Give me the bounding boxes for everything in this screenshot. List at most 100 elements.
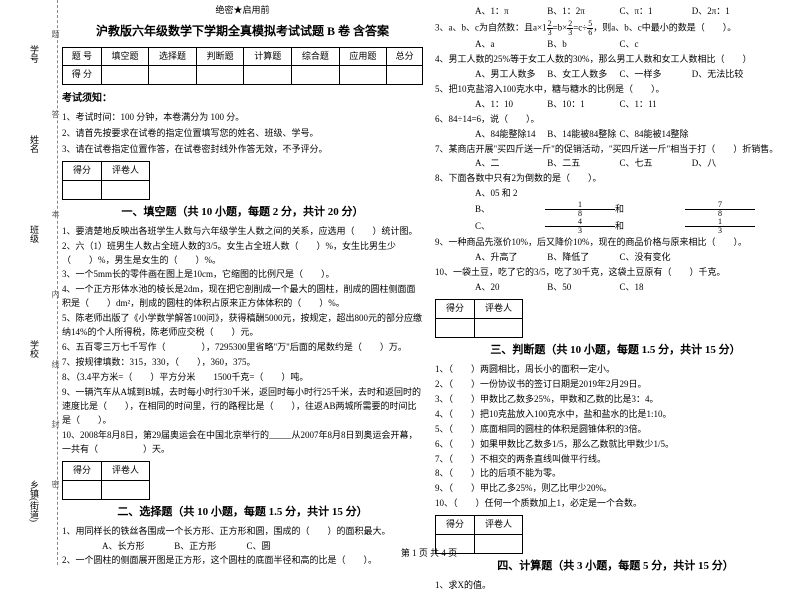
opt: B、14能被84整除 <box>547 128 617 142</box>
options: A、a B、b C、c <box>435 38 796 52</box>
seal-char: 封 <box>50 420 61 428</box>
question: 2、六（1）班男生人数占全班人数的3/5。女生占全班人数（ ）%，女生比男生少（… <box>62 240 423 268</box>
opt: D、2π：1 <box>692 5 762 19</box>
td: 评卷人 <box>102 461 150 480</box>
question: 6、（ ）如果甲数比乙数多1/5，那么乙数就比甲数少1/5。 <box>435 438 796 452</box>
question: 5、把10克盐溶入100克水中，糖与糖水的比例是（ ）。 <box>435 83 796 97</box>
opt: A、84能整除14 <box>475 128 545 142</box>
page-body: 绝密★启用前 沪教版六年级数学下学期全真模拟考试试题 B 卷 含答案 题 号 填… <box>62 4 796 561</box>
opt: D、无法比较 <box>692 68 762 82</box>
question: 4、男工人数的25%等于女工人数的30%，那么男工人数和女工人数相比（ ） <box>435 53 796 67</box>
seal-char: 答 <box>50 110 61 118</box>
section-heading: 二、选择题（共 10 小题，每题 1.5 分，共计 15 分） <box>62 504 423 521</box>
v-label: 学校 <box>28 340 41 358</box>
opt: A、升高了 <box>475 251 545 265</box>
question: 10、一袋土豆，吃了它的3/5，吃了30千克，这袋土豆原有（ ）千克。 <box>435 266 796 280</box>
td: 得分 <box>63 461 102 480</box>
th: 填空题 <box>101 47 149 66</box>
th: 计算题 <box>244 47 292 66</box>
notice-item: 1、考试时间：100 分钟，本卷满分为 100 分。 <box>62 111 423 125</box>
notice-item: 3、请在试卷指定位置作答，在试卷密封线外作答无效，不予评分。 <box>62 143 423 157</box>
question: 7、某商店开展"买四斤送一斤"的促销活动，"买四斤送一斤"相当于打（ ）折销售。 <box>435 143 796 157</box>
td: 得 分 <box>63 66 102 85</box>
opt: B、1：2π <box>547 5 617 19</box>
question: 2、（ ）一份协议书的签订日期是2019年2月29日。 <box>435 378 796 392</box>
opt: C、1：11 <box>620 98 690 112</box>
opt: C、没有变化 <box>620 251 690 265</box>
options: A、20 B、50 C、18 <box>435 281 796 295</box>
th: 题 号 <box>63 47 102 66</box>
opt: B、10：1 <box>547 98 617 112</box>
options: A、二 B、二五 C、七五 D、八 <box>435 157 796 171</box>
td: 得分 <box>63 161 102 180</box>
question: 3、a、b、c为自然数：且a×123=b×23=c÷56，则a、b、c中最小的数… <box>435 20 796 37</box>
opt: B、b <box>547 38 617 52</box>
options: A、升高了 B、降低了 C、没有变化 <box>435 251 796 265</box>
opt: A、男工人数多 <box>475 68 545 82</box>
opt: C、一样多 <box>620 68 690 82</box>
question: 10、2008年8月8日，第29届奥运会在中国北京举行的_____从2007年8… <box>62 429 423 457</box>
question: 1、求X的值。 <box>435 579 796 593</box>
td: 得分 <box>436 300 475 319</box>
question: 7、按规律填数：315，330，（ ），360，375。 <box>62 356 423 370</box>
opt: A、a <box>475 38 545 52</box>
opt: D、八 <box>692 157 762 171</box>
opt: A、1：10 <box>475 98 545 112</box>
options: A、男工人数多 B、女工人数多 C、一样多 D、无法比较 <box>435 68 796 82</box>
th: 判断题 <box>196 47 244 66</box>
binding-strip: 学号 姓名 班级 学校 乡镇(街道) 题 答 本 内 线 封 密 <box>8 0 58 565</box>
seal-char: 题 <box>50 30 61 38</box>
v-label: 乡镇(街道) <box>28 480 41 522</box>
opt: C、84能被14整除 <box>620 128 690 142</box>
td: 评卷人 <box>475 300 523 319</box>
question: 6、84÷14=6，说（ ）。 <box>435 113 796 127</box>
marker-table: 得分评卷人 <box>62 161 150 200</box>
opt: C、π：1 <box>620 5 690 19</box>
question: 1、（ ）两圆相比，周长小的面积一定小。 <box>435 363 796 377</box>
opt: C、七五 <box>620 157 690 171</box>
opt: B、50 <box>547 281 617 295</box>
question: 9、一辆汽车从A城到B城，去时每小时行30千米，返回时每小时行25千米，去时和返… <box>62 386 423 428</box>
v-label: 班级 <box>28 225 41 243</box>
question: 1、用同样长的铁丝各围成一个长方形、正方形和圆，围成的（ ）的面积最大。 <box>62 525 423 539</box>
question: 1、要清楚地反映出各班学生人数与六年级学生人数之间的关系，应选用（ ）统计图。 <box>62 225 423 239</box>
question: 8、下面各数中只有2为倒数的是（ ）。 <box>435 172 796 186</box>
opt: B、女工人数多 <box>547 68 617 82</box>
notice-item: 2、请首先按要求在试卷的指定位置填写您的姓名、班级、学号。 <box>62 127 423 141</box>
opt: C、c <box>620 38 690 52</box>
opt: A、1：π <box>475 5 545 19</box>
seal-char: 内 <box>50 290 61 298</box>
marker-table: 得分评卷人 <box>435 299 523 338</box>
question: 5、（ ）底面相同的圆柱的体积是圆锥体积的3倍。 <box>435 423 796 437</box>
question: 3、（ ）甲数比乙数多25%，甲数和乙数的比是3：4。 <box>435 393 796 407</box>
section-heading: 三、判断题（共 10 小题，每题 1.5 分，共计 15 分） <box>435 342 796 359</box>
options: A、05 和 2 B、18 和 78 C、43 和 13 <box>435 187 796 235</box>
question: 9、一种商品先涨价10%，后又降价10%，现在的商品价格与原来相比（ ）。 <box>435 236 796 250</box>
opt: B、二五 <box>547 157 617 171</box>
question: 5、陈老师出版了《小学数学解答100问》，获得稿酬5000元，按规定，超出800… <box>62 312 423 340</box>
marker-table: 得分评卷人 <box>62 461 150 500</box>
td: 得分 <box>436 516 475 535</box>
question: 4、（ ）把10克盐放入100克水中，盐和盐水的比是1:10。 <box>435 408 796 422</box>
question: 8、（ ）比的后项不能为零。 <box>435 467 796 481</box>
opt: C、43 和 13 <box>475 218 755 235</box>
right-column: A、1：π B、1：2π C、π：1 D、2π：1 3、a、b、c为自然数：且a… <box>435 4 796 561</box>
secret-line: 绝密★启用前 <box>62 4 423 18</box>
question: 7、（ ）不相交的两条直线叫做平行线。 <box>435 453 796 467</box>
opt: A、20 <box>475 281 545 295</box>
th: 综合题 <box>292 47 340 66</box>
seal-char: 密 <box>50 480 61 488</box>
seal-char: 线 <box>50 360 61 368</box>
opt: C、18 <box>620 281 690 295</box>
options: A、84能整除14 B、14能被84整除 C、84能被14整除 <box>435 128 796 142</box>
v-label: 姓名 <box>28 135 41 153</box>
question: 8、（3.4平方米=（ ）平方分米 1500千克=（ ）吨。 <box>62 371 423 385</box>
section-heading: 四、计算题（共 3 小题，每题 5 分，共计 15 分） <box>435 558 796 575</box>
notice-block: 1、考试时间：100 分钟，本卷满分为 100 分。 2、请首先按要求在试卷的指… <box>62 111 423 157</box>
question: 3、一个5mm长的零件画在图上是10cm，它缩图的比例尺是（ ）。 <box>62 268 423 282</box>
question: 4、一个正方形体水池的棱长是2dm，现在把它剖削成一个最大的圆柱，削成的圆柱侧面… <box>62 283 423 311</box>
seal-char: 本 <box>50 210 61 218</box>
section-heading: 一、填空题（共 10 小题，每题 2 分，共计 20 分） <box>62 204 423 221</box>
question: 9、（ ）甲比乙多25%，则乙比甲少20%。 <box>435 482 796 496</box>
td: 评卷人 <box>102 161 150 180</box>
